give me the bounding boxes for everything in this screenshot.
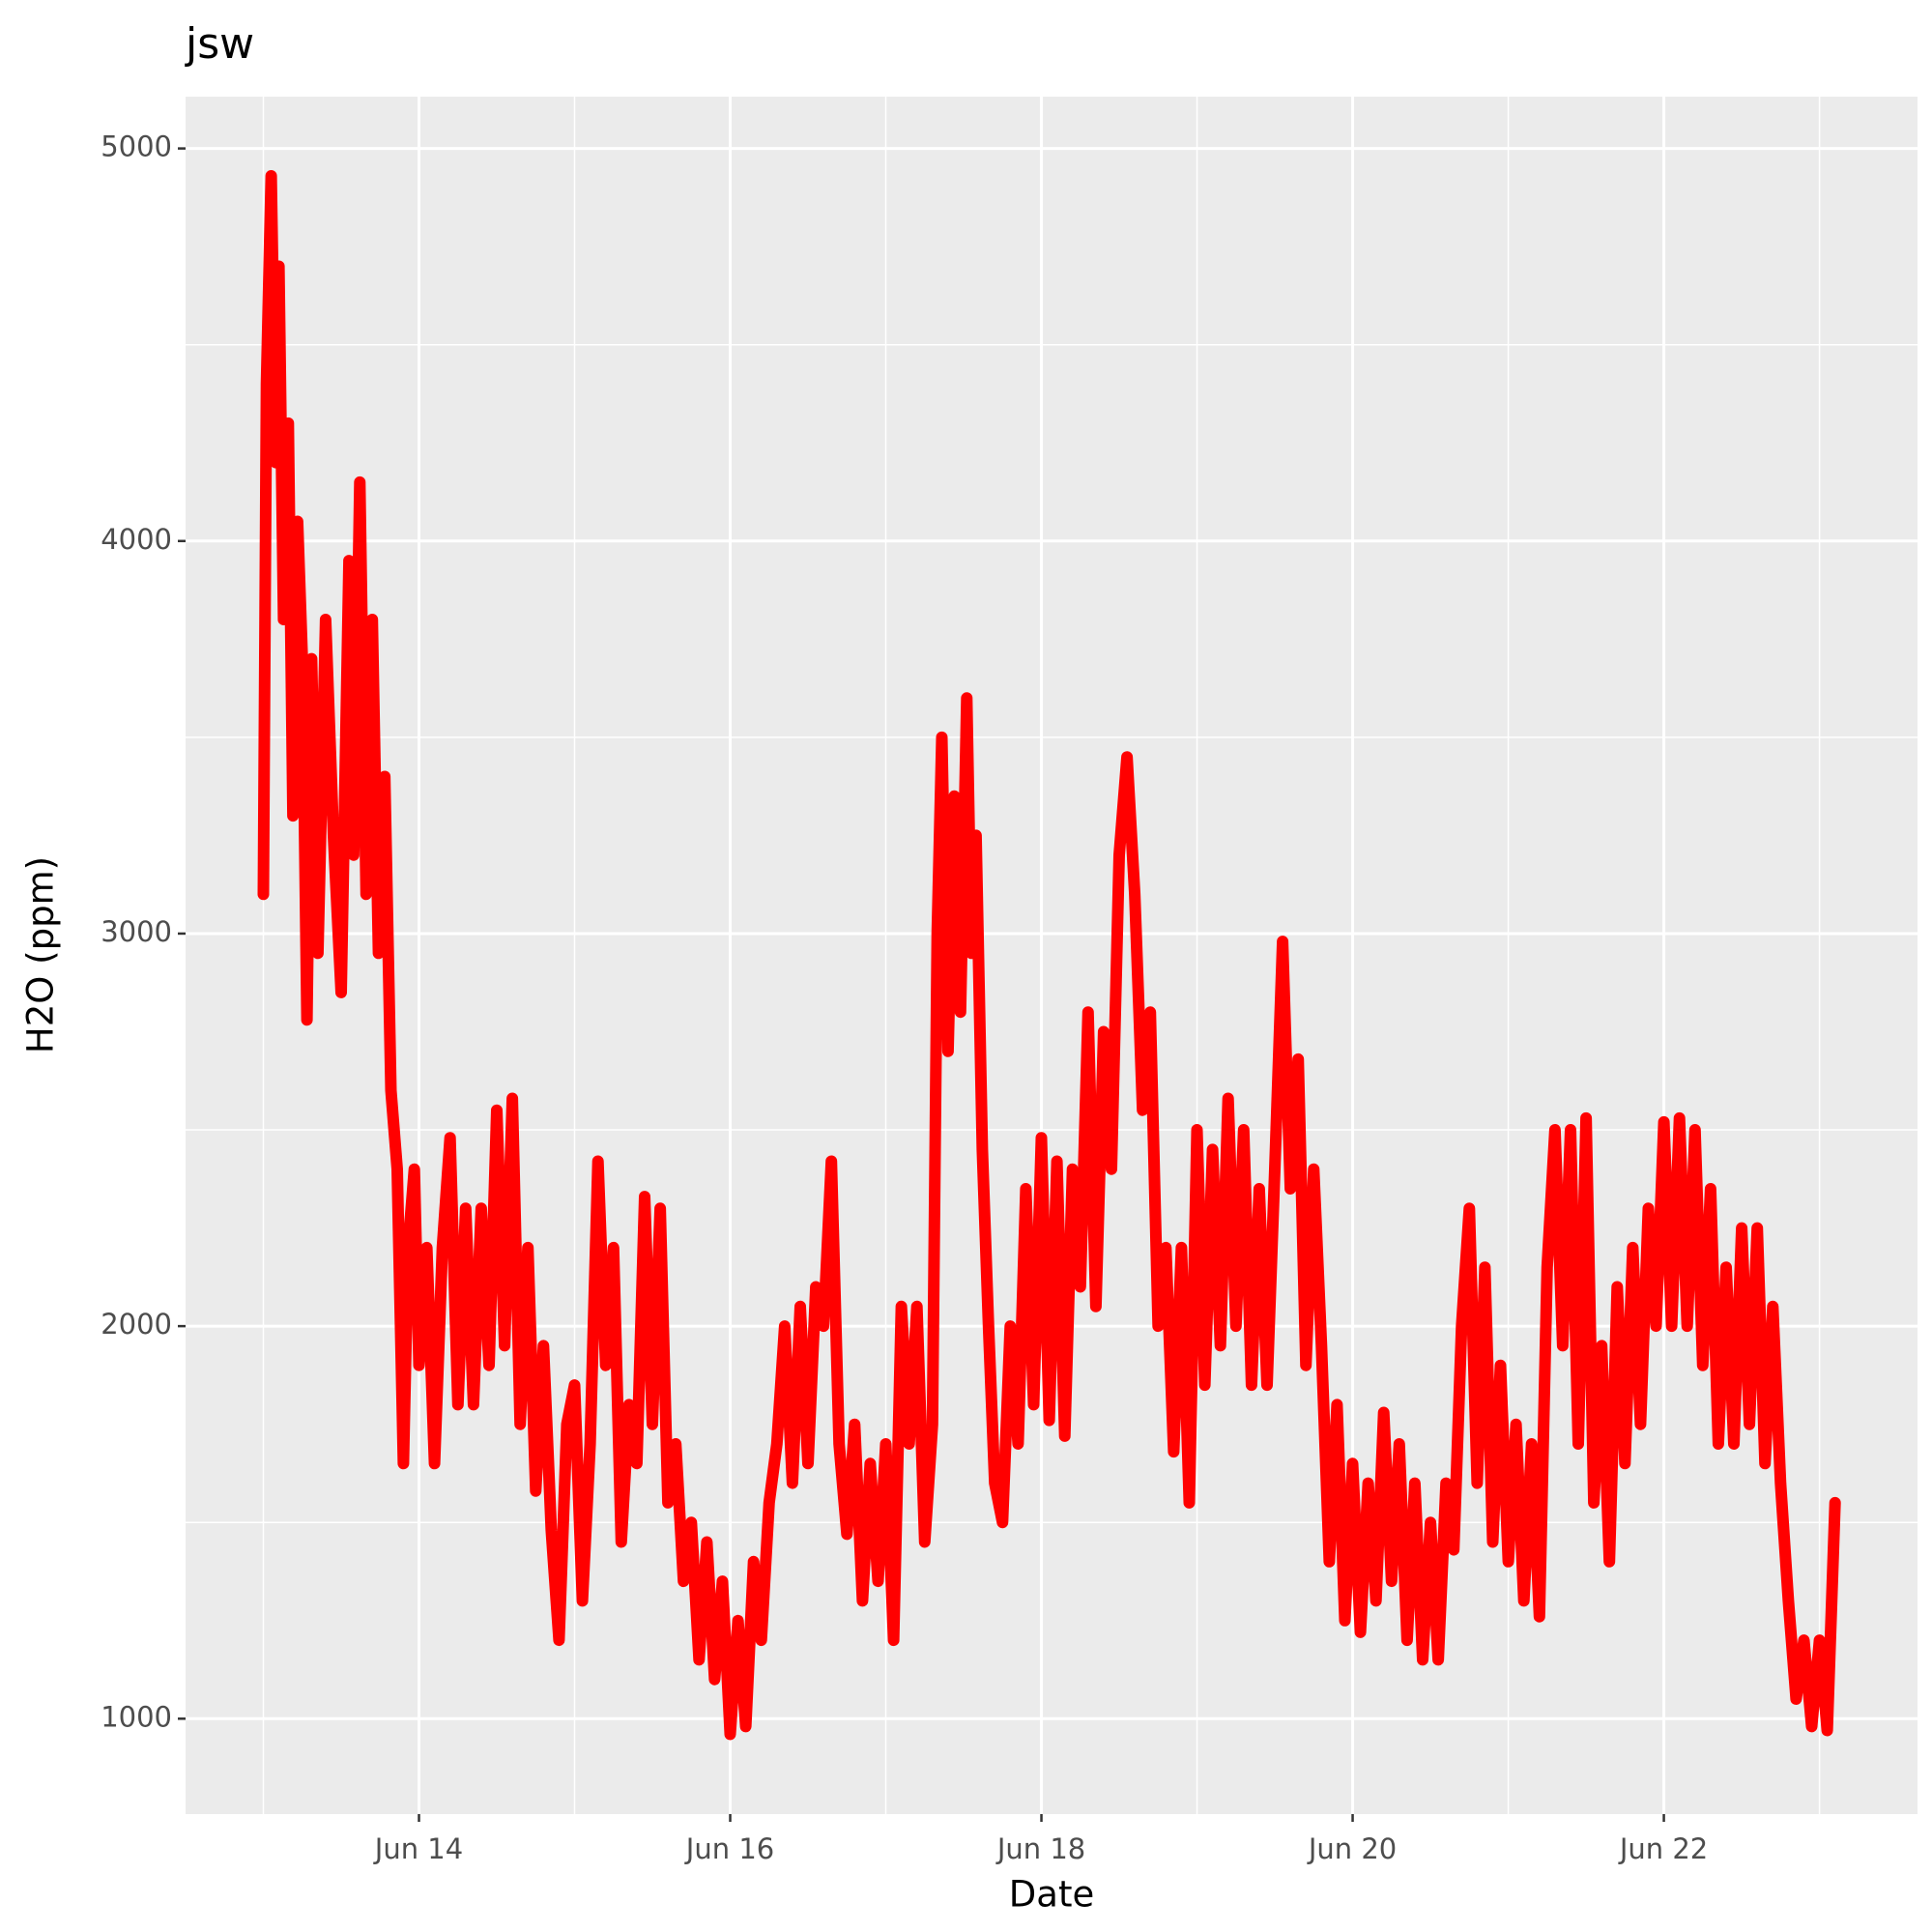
data-line	[257, 170, 1841, 1741]
y-tick-label: 2000	[101, 1308, 172, 1341]
y-tick-label: 5000	[101, 130, 172, 163]
x-tick-label: Jun 20	[1307, 1832, 1397, 1865]
x-axis-title: Date	[1009, 1874, 1094, 1916]
x-tick-label: Jun 18	[995, 1832, 1085, 1865]
x-tick-label: Jun 14	[373, 1832, 463, 1865]
y-axis-title: H2O (ppm)	[20, 856, 62, 1053]
x-tick-label: Jun 22	[1618, 1832, 1708, 1865]
y-tick-label: 1000	[101, 1700, 172, 1733]
y-tick-label: 3000	[101, 915, 172, 948]
chart-title: jsw	[185, 19, 254, 69]
x-tick-label: Jun 16	[684, 1832, 774, 1865]
y-tick-label: 4000	[101, 523, 172, 556]
panel	[186, 97, 1918, 1814]
